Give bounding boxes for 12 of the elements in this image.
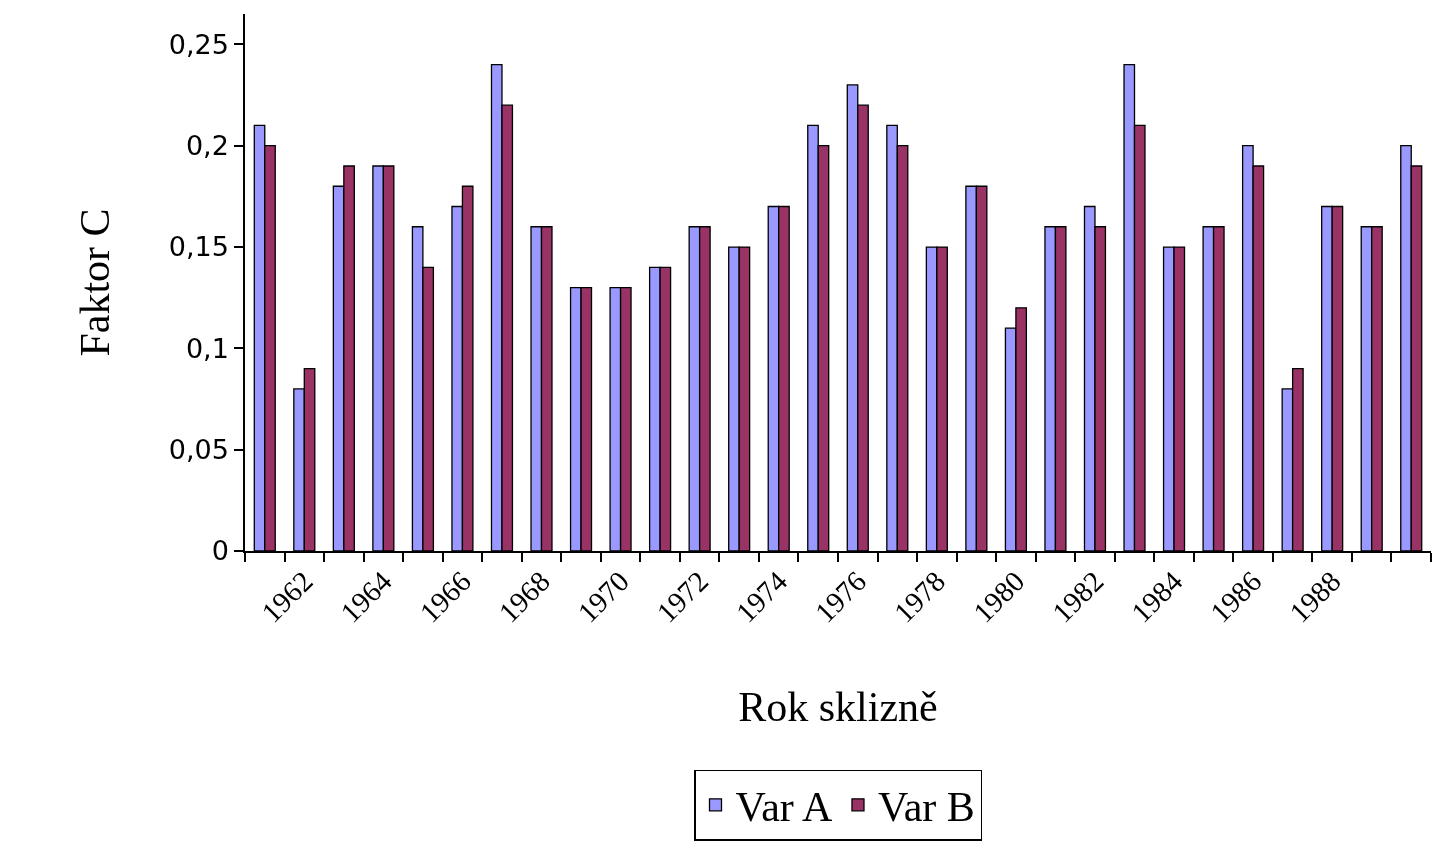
y-tick-label: 0 bbox=[211, 535, 229, 567]
x-axis-title: Rok sklizně bbox=[738, 683, 938, 730]
y-tick-label: 0,15 bbox=[168, 231, 229, 263]
legend-label: Var A bbox=[735, 784, 833, 831]
y-tick-label: 0,25 bbox=[168, 28, 229, 60]
y-axis-title: Faktor C bbox=[72, 208, 119, 357]
legend-label: Var B bbox=[877, 784, 975, 831]
y-tick-label: 0,05 bbox=[168, 434, 229, 466]
y-tick-label: 0,1 bbox=[185, 332, 229, 364]
x-tick-label: 1980 bbox=[966, 564, 1031, 629]
y-tick-label: 0,2 bbox=[185, 130, 229, 162]
x-tick-label: 1982 bbox=[1045, 564, 1110, 629]
